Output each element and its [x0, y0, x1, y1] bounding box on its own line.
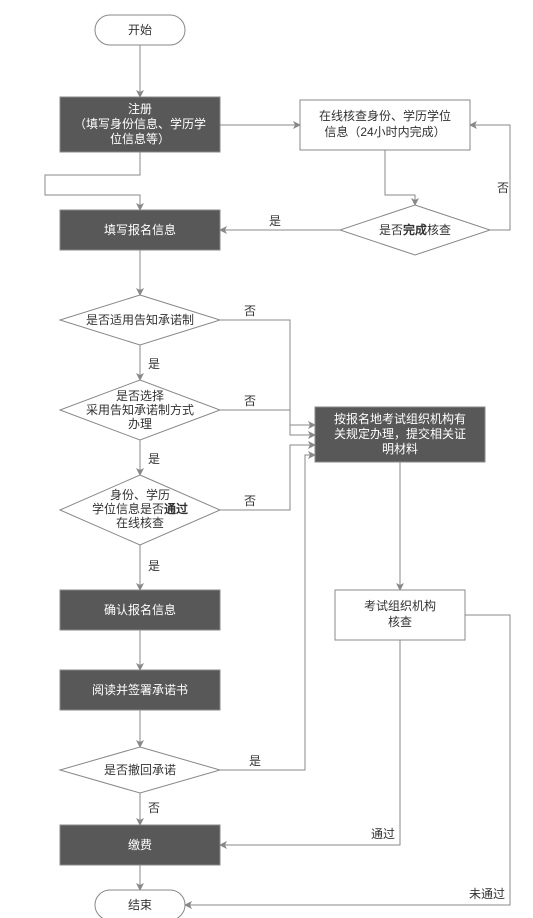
node-fill-info: 填写报名信息 [60, 210, 220, 250]
node-register: 注册 （填写身份信息、学历学 位信息等） [60, 97, 220, 152]
label-yes-passchk: 是 [148, 559, 160, 573]
label-pass: 通过 [371, 827, 395, 841]
withdraw-text: 是否撤回承诺 [104, 762, 176, 777]
node-submit-materials: 按报名地考试组织机构有 关规定办理，提交相关证 明材料 [315, 407, 485, 462]
node-withdraw: 是否撤回承诺 [60, 747, 220, 793]
register-line1: 注册 [128, 101, 152, 116]
submit-line3: 明材料 [382, 442, 418, 456]
label-no-donechk: 否 [497, 181, 509, 195]
label-no-choose: 否 [244, 394, 256, 408]
orgrev-line2: 核查 [388, 615, 412, 629]
pay-text: 缴费 [128, 837, 152, 852]
node-pass-check: 身份、学历 学位信息是否通过 在线核查 [60, 475, 220, 545]
node-choose: 是否选择 采用告知承诺制方式 办理 [60, 380, 220, 440]
label-yes-withdraw: 是 [249, 754, 261, 768]
node-confirm: 确认报名信息 [60, 590, 220, 630]
node-org-review: 考试组织机构 核查 [335, 590, 465, 640]
label-yes-choose: 是 [148, 452, 160, 466]
confirm-text: 确认报名信息 [104, 602, 176, 617]
label-no-withdraw: 否 [148, 801, 160, 815]
passchk-line1: 身份、学历 [110, 487, 170, 502]
passchk-line2: 学位信息是否通过 [92, 501, 188, 516]
node-online-check: 在线核查身份、学历学位 信息（24小时内完成） [300, 100, 470, 150]
fillinfo-text: 填写报名信息 [104, 222, 176, 237]
label-yes-applic: 是 [148, 357, 160, 371]
label-fail: 未通过 [469, 887, 505, 901]
node-end: 结束 [95, 890, 185, 918]
label-yes-donechk: 是 [269, 214, 281, 228]
node-done-check: 是否完成核查 [340, 205, 490, 255]
register-line3: 位信息等） [110, 131, 170, 146]
choose-line1: 是否选择 [116, 389, 164, 403]
submit-line1: 按报名地考试组织机构有 [334, 411, 466, 426]
choose-line2: 采用告知承诺制方式 [86, 402, 194, 417]
onlinechk-line1: 在线核查身份、学历学位 [319, 108, 451, 123]
label-no-passchk: 否 [244, 494, 256, 508]
choose-line3: 办理 [128, 416, 152, 431]
passchk-line3: 在线核查 [116, 516, 164, 530]
orgrev-line1: 考试组织机构 [364, 598, 436, 613]
node-pay: 缴费 [60, 825, 220, 865]
register-line2: （填写身份信息、学历学 [74, 116, 206, 131]
start-text: 开始 [128, 23, 152, 37]
sign-text: 阅读并签署承诺书 [92, 682, 188, 697]
node-sign: 阅读并签署承诺书 [60, 670, 220, 710]
node-applicable: 是否适用告知承诺制 [60, 295, 220, 345]
node-start: 开始 [95, 15, 185, 45]
submit-line2: 关规定办理，提交相关证 [334, 426, 466, 441]
donechk-text: 是否完成核查 [379, 222, 451, 237]
onlinechk-line2: 信息（24小时内完成） [324, 124, 445, 139]
applic-text: 是否适用告知承诺制 [86, 313, 194, 327]
label-no-applic: 否 [244, 304, 256, 318]
end-text: 结束 [128, 898, 152, 912]
